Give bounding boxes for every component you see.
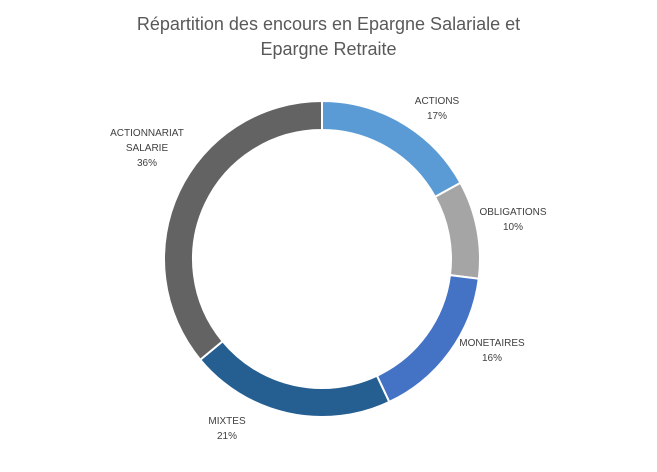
donut-slice-obligations	[433, 181, 481, 280]
data-label-actions: ACTIONS 17%	[415, 94, 459, 124]
data-label-value: 21%	[216, 431, 238, 442]
chart-title-line-1: Répartition des encours en Epargne Salar…	[136, 14, 521, 34]
data-label-obligations: OBLIGATIONS 10%	[479, 205, 546, 235]
data-label-mixtes: MIXTES 21%	[208, 414, 245, 444]
donut-slice-mixtes	[198, 339, 391, 418]
data-label-value: 36%	[136, 158, 157, 169]
donut-slice-actionnariat-salarie	[163, 99, 323, 362]
data-label-category: MONETAIRES	[459, 338, 525, 349]
data-label-category: SALARIE	[125, 143, 169, 154]
data-label-value: 16%	[481, 353, 503, 364]
data-label-value: 17%	[426, 111, 448, 122]
data-label-category: OBLIGATIONS	[479, 207, 547, 218]
data-label-category: MIXTES	[208, 416, 246, 427]
data-label-value: 10%	[502, 222, 523, 233]
chart-title-line-2: Epargne Retraite	[260, 39, 397, 59]
data-label-category: ACTIONS	[414, 96, 460, 107]
chart-title: Répartition des encours en Epargne Salar…	[0, 12, 657, 62]
data-label-monetaires: MONETAIRES 16%	[459, 336, 524, 366]
data-label-actionnariat-salarie: ACTIONNARIAT SALARIE 36%	[110, 126, 184, 171]
data-label-category: ACTIONNARIAT	[110, 128, 184, 139]
